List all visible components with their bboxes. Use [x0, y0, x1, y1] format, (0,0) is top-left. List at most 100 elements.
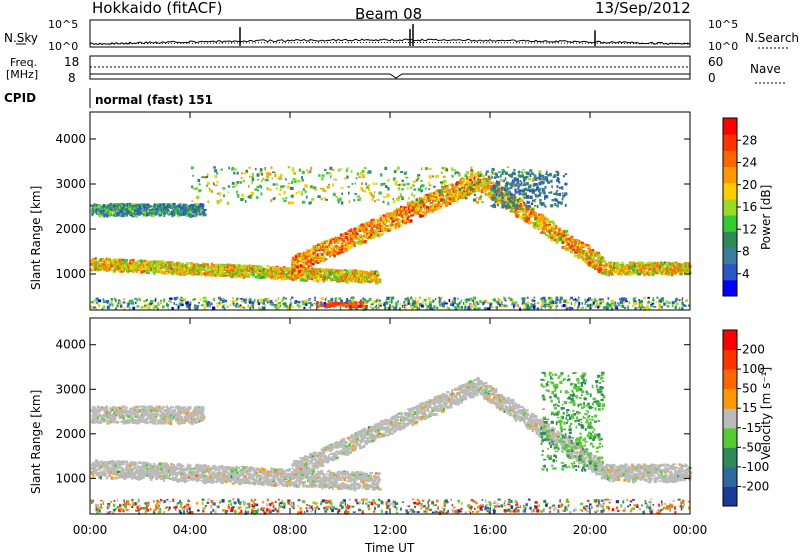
scatter-cell — [652, 272, 655, 277]
scatter-cell — [514, 198, 518, 202]
scatter-cell — [354, 229, 357, 232]
scatter-cell — [122, 267, 126, 271]
scatter-cell — [162, 203, 165, 206]
scatter-cell — [93, 206, 97, 210]
scatter-cell — [514, 212, 518, 216]
scatter-cell — [166, 268, 169, 271]
scatter-cell — [103, 214, 106, 218]
scatter-cell — [531, 213, 534, 217]
scatter-cell — [473, 176, 476, 180]
scatter-cell — [338, 280, 341, 283]
scatter-cell — [273, 266, 276, 269]
scatter-cell — [307, 276, 310, 280]
scatter-cell — [329, 254, 331, 258]
scatter-cell — [246, 271, 249, 275]
scatter-cell — [170, 206, 174, 210]
scatter-cell — [186, 211, 189, 214]
scatter-cell — [334, 275, 337, 279]
scatter-cell — [461, 186, 463, 190]
scatter-cell — [239, 269, 241, 273]
scatter-cell — [350, 239, 354, 243]
scatter-cell — [119, 210, 123, 214]
scatter-cell — [310, 248, 313, 251]
scatter-cell — [286, 275, 290, 279]
scatter-cell — [407, 219, 410, 223]
scatter-cell — [199, 207, 202, 210]
scatter-cell — [118, 206, 121, 208]
scatter-cell — [357, 277, 362, 282]
scatter-cell — [362, 307, 365, 312]
scatter-cell — [305, 303, 307, 306]
scatter-cell — [97, 299, 102, 303]
scatter-cell — [296, 262, 299, 265]
scatter-cell — [377, 218, 380, 221]
scatter-cell — [515, 210, 518, 214]
scatter-cell — [238, 303, 240, 307]
scatter-cell — [181, 264, 184, 267]
scatter-cell — [636, 270, 640, 272]
scatter-cell — [230, 266, 233, 269]
scatter-cell — [490, 184, 492, 188]
scatter-cell — [140, 270, 143, 274]
scatter-cell — [342, 249, 346, 252]
scatter-cell — [473, 300, 477, 304]
scatter-cell — [621, 261, 624, 265]
scatter-cell — [316, 253, 319, 257]
scatter-cell — [315, 274, 318, 277]
scatter-cell — [200, 271, 203, 275]
scatter-cell — [557, 237, 562, 241]
scatter-cell — [154, 260, 157, 263]
scatter-cell — [557, 231, 560, 234]
scatter-cell — [301, 266, 304, 270]
scatter-cell — [326, 296, 328, 300]
scatter-cell — [211, 270, 215, 273]
scatter-cell — [229, 263, 232, 266]
scatter-cell — [453, 185, 455, 188]
scatter-cell — [129, 259, 132, 262]
scatter-cell — [244, 274, 247, 278]
scatter-cell — [561, 240, 565, 245]
scatter-cell — [551, 226, 554, 228]
scatter-cell — [461, 183, 464, 186]
scatter-cell — [98, 264, 101, 266]
scatter-cell — [266, 275, 269, 278]
scatter-cell — [92, 306, 96, 309]
scatter-cell — [350, 277, 353, 281]
scatter-cell — [343, 233, 347, 236]
scatter-cell — [237, 266, 241, 271]
scatter-cell — [96, 211, 100, 215]
scatter-cell — [599, 267, 602, 271]
scatter-cell — [171, 214, 174, 218]
scatter-cell — [646, 262, 649, 265]
scatter-cell — [439, 206, 441, 209]
scatter-cell — [233, 271, 236, 274]
scatter-cell — [464, 304, 467, 306]
scatter-cell — [287, 274, 291, 276]
scatter-cell — [451, 199, 454, 203]
scatter-cell — [441, 304, 444, 307]
scatter-cell — [240, 265, 243, 268]
scatter-cell — [97, 204, 101, 209]
scatter-cell — [376, 221, 379, 225]
scatter-cell — [548, 306, 551, 310]
scatter-cell — [544, 225, 546, 229]
scatter-cell — [560, 237, 562, 240]
scatter-cell — [414, 204, 417, 208]
scatter-cell — [492, 194, 496, 198]
scatter-cell — [326, 249, 329, 252]
scatter-cell — [339, 300, 343, 304]
scatter-cell — [526, 296, 529, 299]
scatter-cell — [333, 249, 336, 252]
scatter-cell — [183, 209, 187, 213]
scatter-cell — [446, 201, 450, 205]
scatter-cell — [575, 255, 579, 257]
scatter-cell — [568, 237, 571, 241]
scatter-cell — [652, 299, 655, 302]
scatter-cell — [326, 245, 329, 249]
scatter-cell — [680, 265, 683, 270]
scatter-cell — [407, 202, 410, 205]
scatter-cell — [153, 210, 156, 213]
scatter-cell — [301, 259, 304, 264]
scatter-cell — [398, 307, 401, 311]
scatter-cell — [344, 269, 347, 272]
